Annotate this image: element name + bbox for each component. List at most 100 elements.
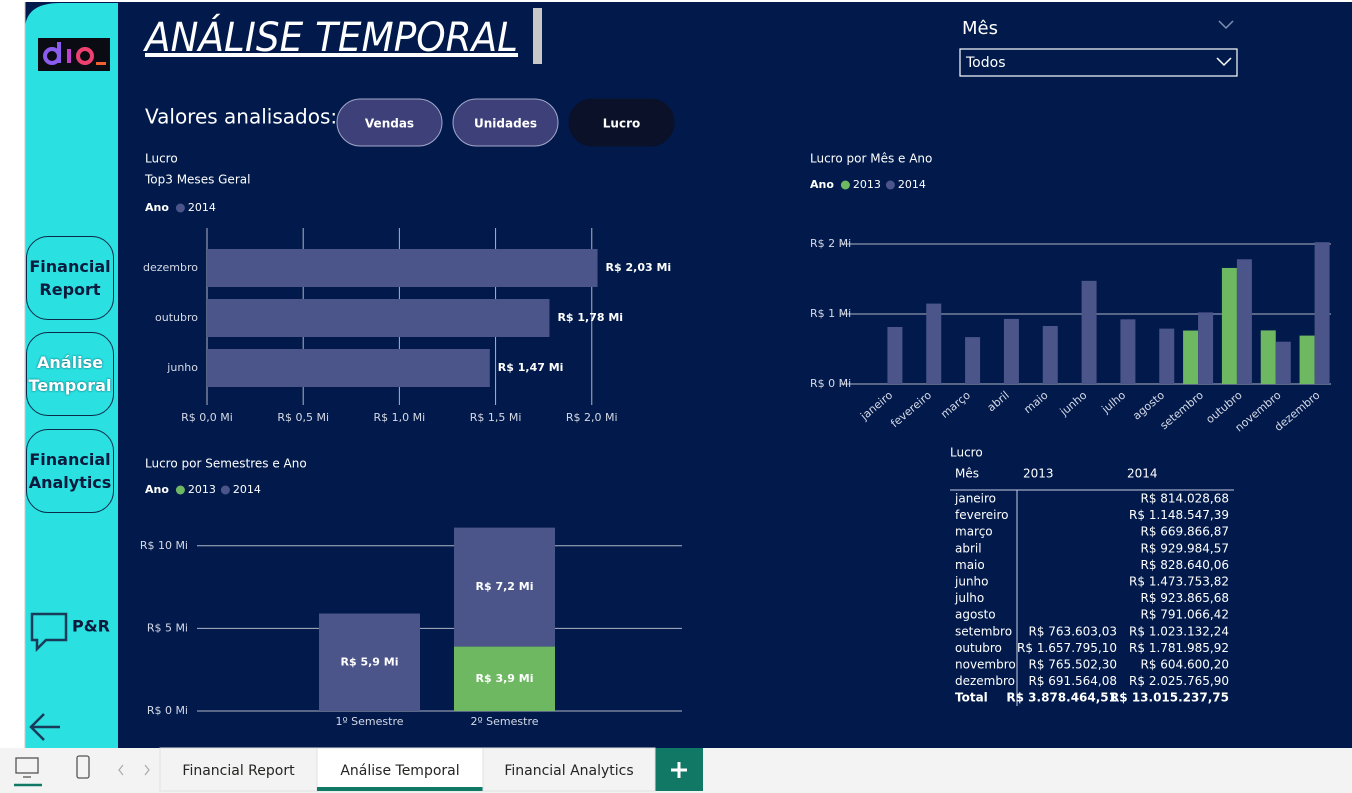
bar (1236, 259, 1252, 384)
table-cell: dezembro (955, 674, 1015, 688)
table-header: 2013 (1023, 467, 1054, 481)
y-tick-label: R$ 1 Mi (810, 307, 851, 320)
table-cell: R$ 1.023.132,24 (1129, 624, 1229, 638)
data-label: R$ 1,78 Mi (557, 311, 623, 324)
data-label: R$ 1,47 Mi (498, 361, 564, 374)
data-label: R$ 3,9 Mi (476, 672, 534, 685)
bar (965, 337, 981, 384)
table-cell: R$ 1.148.547,39 (1129, 508, 1229, 522)
x-tick-label: R$ 1,5 Mi (470, 411, 522, 424)
page-tab[interactable] (482, 747, 656, 792)
chart-title: Lucro por Semestres e Ano (145, 457, 307, 471)
bar (1275, 341, 1291, 384)
dropdown-arrow[interactable] (1216, 57, 1232, 67)
chart-title: Lucro por Mês e Ano (810, 152, 932, 166)
x-tick-label: R$ 1,0 Mi (374, 411, 426, 424)
filter-dropdown[interactable] (959, 48, 1238, 77)
bar (207, 349, 490, 387)
legend-swatch (840, 180, 850, 190)
active-tab-indicator (317, 787, 483, 791)
table-header: 2014 (1127, 467, 1158, 481)
chart-subtitle: Top3 Meses Geral (144, 173, 250, 187)
table-header: Mês (955, 467, 979, 481)
bar (887, 327, 903, 384)
bar (1314, 242, 1330, 384)
table-cell: R$ 929.984,57 (1141, 541, 1230, 555)
filter-value[interactable]: Todos (965, 55, 1005, 71)
page-title: ANÁLISE TEMPORAL (142, 13, 518, 61)
table-cell: julho (954, 591, 984, 605)
y-tick-label: R$ 5 Mi (147, 621, 188, 634)
bar (1260, 330, 1276, 384)
page-tab[interactable] (316, 747, 484, 792)
nav-button[interactable]: Financial Analytics (26, 429, 114, 513)
table-cell: maio (955, 558, 985, 572)
legend-label: 2014 (898, 178, 926, 191)
nav-button[interactable]: Análise Temporal (26, 332, 114, 416)
measure-button[interactable] (336, 98, 443, 147)
table-cell: agosto (955, 608, 996, 622)
chart-title: Lucro (145, 152, 178, 166)
legend-label: 2014 (188, 201, 216, 214)
measure-label[interactable]: Lucro (603, 117, 640, 131)
bar-segment (454, 646, 555, 711)
tab-scroll[interactable] (118, 764, 150, 776)
legend-label: 2013 (853, 178, 881, 191)
data-label: R$ 7,2 Mi (476, 580, 534, 593)
table-cell: setembro (955, 624, 1012, 638)
legend-title: Ano (145, 483, 169, 496)
x-tick-label: R$ 2,0 Mi (566, 411, 618, 424)
table-cell: outubro (955, 641, 1002, 655)
measure-button[interactable] (568, 98, 675, 147)
table-cell: R$ 2.025.765,90 (1129, 674, 1229, 688)
table-cell: abril (955, 541, 982, 555)
bar (1183, 330, 1199, 384)
nav-button[interactable]: Financial Report (26, 236, 114, 320)
measure-label[interactable]: Vendas (365, 117, 414, 131)
tab-label[interactable]: Financial Report (182, 763, 295, 779)
qa-label[interactable]: P&R (72, 617, 110, 636)
legend-label: 2013 (188, 483, 216, 496)
legend-title: Ano (145, 201, 169, 214)
qa-icon[interactable] (30, 612, 68, 653)
table-cell: R$ 691.564,08 (1029, 674, 1118, 688)
table-cell: R$ 923.865,68 (1141, 591, 1230, 605)
tab-label[interactable]: Financial Analytics (504, 763, 633, 779)
table-cell: janeiro (954, 492, 996, 506)
measure-button[interactable] (452, 98, 559, 147)
bar (1003, 318, 1019, 384)
selector-label: Valores analisados: (145, 105, 337, 129)
back-arrow[interactable] (29, 713, 60, 741)
data-label: R$ 5,9 Mi (341, 655, 399, 668)
table-cell: junho (954, 575, 989, 589)
legend-swatch (220, 485, 230, 495)
table-cell: fevereiro (955, 508, 1009, 522)
data-label: R$ 2,03 Mi (606, 261, 672, 274)
logo (38, 38, 110, 71)
tabs: Financial Report Análise Temporal Financia… (159, 747, 656, 792)
tab-label[interactable]: Análise Temporal (340, 763, 459, 779)
bar (1221, 267, 1237, 384)
table-total: R$ 13.015.237,75 (1110, 691, 1229, 705)
filter-label: Mês (962, 18, 998, 39)
measure-label[interactable]: Unidades (474, 117, 537, 131)
desktop-view-icon[interactable] (14, 757, 42, 787)
page-tab[interactable] (159, 747, 318, 792)
y-tick-label: dezembro (143, 261, 198, 274)
selector: Vendas Unidades Lucro (336, 98, 675, 147)
x-tick-label: 2º Semestre (470, 715, 538, 728)
x-tick-label: R$ 0,5 Mi (277, 411, 329, 424)
bar-segment (319, 613, 420, 711)
filter-collapse[interactable] (1218, 20, 1234, 30)
legend-swatch (885, 180, 895, 190)
y-tick-label: R$ 0 Mi (810, 377, 851, 390)
table-title: Lucro (950, 446, 983, 460)
y-tick-label: R$ 0 Mi (147, 704, 188, 717)
bar (1120, 319, 1136, 384)
mobile-view-icon[interactable] (76, 755, 90, 779)
add-icon[interactable] (671, 762, 687, 778)
table-cell: R$ 604.600,20 (1141, 658, 1230, 672)
table-cell: R$ 1.781.985,92 (1129, 641, 1229, 655)
